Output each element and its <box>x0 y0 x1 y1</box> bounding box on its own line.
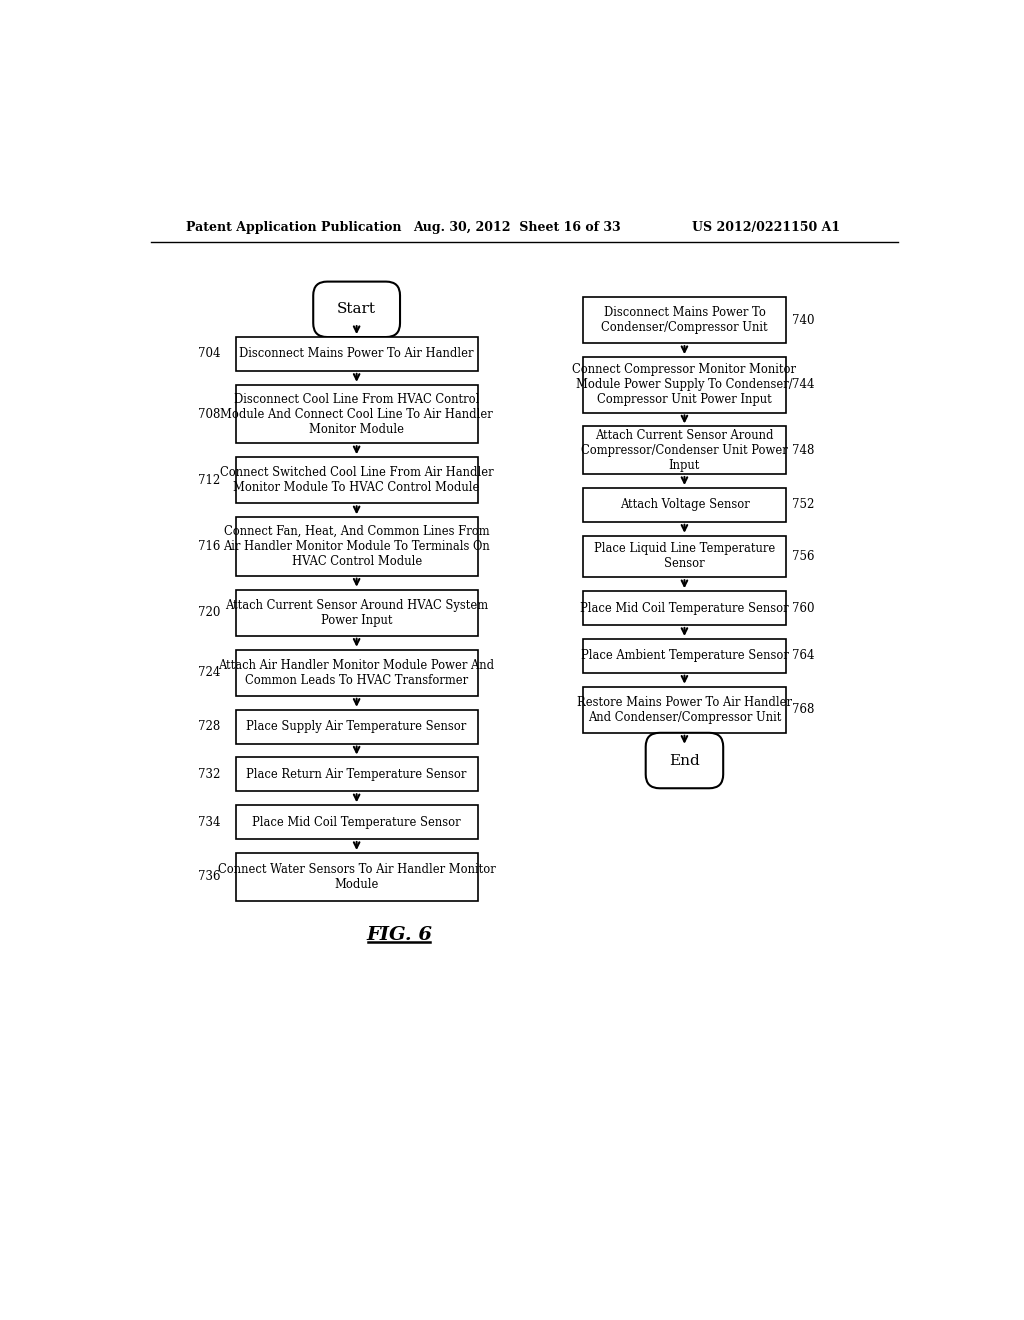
Text: End: End <box>669 754 699 767</box>
Text: Place Mid Coil Temperature Sensor: Place Mid Coil Temperature Sensor <box>581 602 788 615</box>
Text: Connect Compressor Monitor Monitor
Module Power Supply To Condenser/
Compressor : Connect Compressor Monitor Monitor Modul… <box>572 363 797 407</box>
Bar <box>583 591 786 626</box>
Text: 736: 736 <box>198 870 220 883</box>
Bar <box>236 710 477 743</box>
Text: 756: 756 <box>793 550 815 564</box>
Text: Start: Start <box>337 302 376 317</box>
Bar <box>583 536 786 577</box>
Bar <box>583 686 786 733</box>
FancyBboxPatch shape <box>646 733 723 788</box>
Bar <box>236 649 477 696</box>
Bar <box>583 297 786 343</box>
Text: Connect Fan, Heat, And Common Lines From
Air Handler Monitor Module To Terminals: Connect Fan, Heat, And Common Lines From… <box>223 525 490 568</box>
Bar <box>236 337 477 371</box>
Text: Restore Mains Power To Air Handler
And Condenser/Compressor Unit: Restore Mains Power To Air Handler And C… <box>577 696 792 723</box>
Bar <box>236 517 477 576</box>
Text: 732: 732 <box>198 768 220 781</box>
Text: Disconnect Mains Power To
Condenser/Compressor Unit: Disconnect Mains Power To Condenser/Comp… <box>601 306 768 334</box>
Text: 724: 724 <box>198 667 220 680</box>
Text: 768: 768 <box>793 704 814 717</box>
Bar <box>583 358 786 412</box>
Text: Aug. 30, 2012  Sheet 16 of 33: Aug. 30, 2012 Sheet 16 of 33 <box>414 222 621 234</box>
FancyBboxPatch shape <box>313 281 400 337</box>
Text: 744: 744 <box>793 379 815 391</box>
Text: Place Mid Coil Temperature Sensor: Place Mid Coil Temperature Sensor <box>252 816 461 829</box>
Text: 728: 728 <box>198 721 220 733</box>
Text: Connect Water Sensors To Air Handler Monitor
Module: Connect Water Sensors To Air Handler Mon… <box>218 863 496 891</box>
Text: 734: 734 <box>198 816 220 829</box>
Text: 712: 712 <box>198 474 220 487</box>
Text: Attach Air Handler Monitor Module Power And
Common Leads To HVAC Transformer: Attach Air Handler Monitor Module Power … <box>218 659 495 686</box>
Text: 748: 748 <box>793 444 814 457</box>
Text: Place Ambient Temperature Sensor: Place Ambient Temperature Sensor <box>581 649 788 663</box>
Text: Place Liquid Line Temperature
Sensor: Place Liquid Line Temperature Sensor <box>594 543 775 570</box>
Text: Disconnect Cool Line From HVAC Control
Module And Connect Cool Line To Air Handl: Disconnect Cool Line From HVAC Control M… <box>220 392 493 436</box>
Text: Patent Application Publication: Patent Application Publication <box>186 222 401 234</box>
Text: 708: 708 <box>198 408 220 421</box>
Bar <box>583 426 786 474</box>
Bar <box>236 457 477 503</box>
Text: Place Return Air Temperature Sensor: Place Return Air Temperature Sensor <box>247 768 467 781</box>
Text: 752: 752 <box>793 499 814 511</box>
Bar <box>236 853 477 900</box>
Text: Attach Current Sensor Around HVAC System
Power Input: Attach Current Sensor Around HVAC System… <box>225 599 488 627</box>
Text: Disconnect Mains Power To Air Handler: Disconnect Mains Power To Air Handler <box>240 347 474 360</box>
Bar <box>583 639 786 673</box>
Text: 704: 704 <box>198 347 220 360</box>
Text: US 2012/0221150 A1: US 2012/0221150 A1 <box>692 222 841 234</box>
Text: FIG. 6: FIG. 6 <box>367 925 432 944</box>
Bar <box>236 805 477 840</box>
Text: 760: 760 <box>793 602 815 615</box>
Text: 716: 716 <box>198 540 220 553</box>
Bar <box>236 385 477 444</box>
Text: Attach Current Sensor Around
Compressor/Condenser Unit Power
Input: Attach Current Sensor Around Compressor/… <box>581 429 787 471</box>
Text: 740: 740 <box>793 314 815 326</box>
Bar <box>236 758 477 792</box>
Bar <box>236 590 477 636</box>
Bar <box>583 488 786 521</box>
Text: Attach Voltage Sensor: Attach Voltage Sensor <box>620 499 750 511</box>
Text: 764: 764 <box>793 649 815 663</box>
Text: 720: 720 <box>198 606 220 619</box>
Text: Place Supply Air Temperature Sensor: Place Supply Air Temperature Sensor <box>247 721 467 733</box>
Text: Connect Switched Cool Line From Air Handler
Monitor Module To HVAC Control Modul: Connect Switched Cool Line From Air Hand… <box>220 466 494 494</box>
